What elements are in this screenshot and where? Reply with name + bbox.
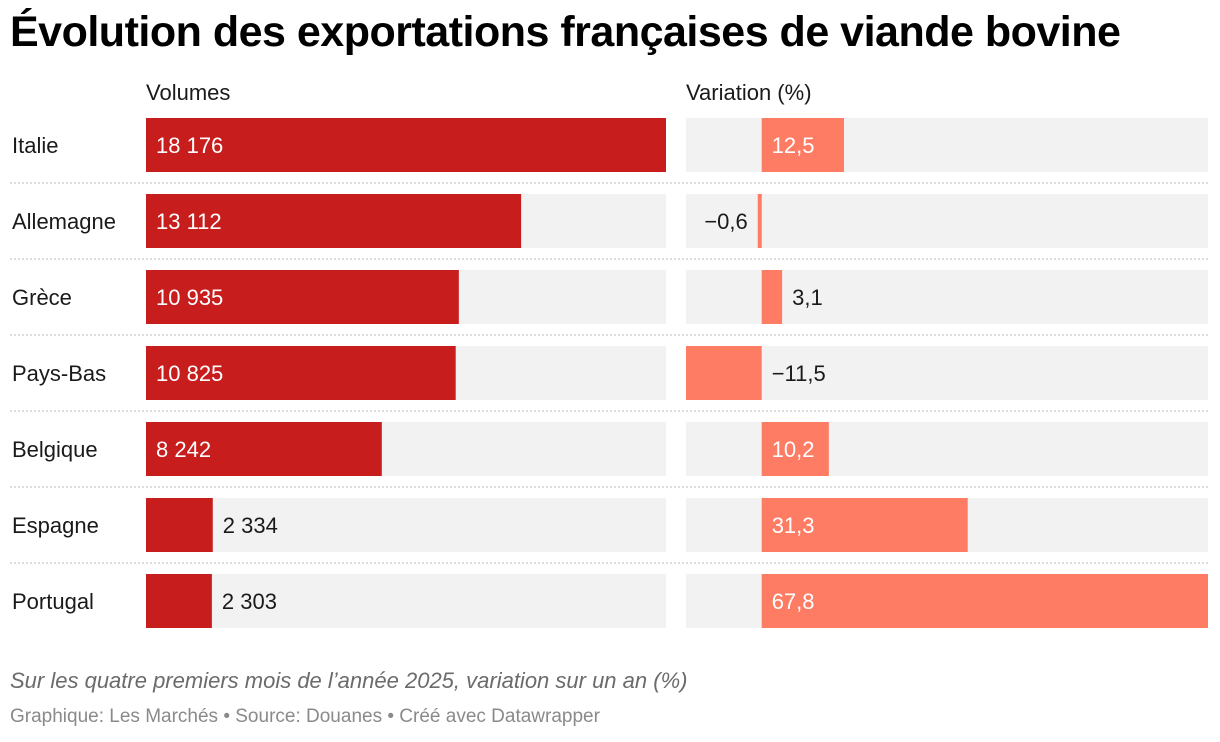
variation-bar-pays-bas: [686, 346, 762, 400]
variation-bar-italie: [761, 118, 844, 172]
variation-label-belgique: 10,2: [772, 437, 815, 462]
volume-label-belgique: 8 242: [156, 437, 211, 462]
volume-bar-italie: [146, 118, 666, 172]
variation-label-allemagne: −0,6: [704, 209, 747, 234]
category-label-grece: Grèce: [12, 285, 72, 310]
volume-track-portugal: [146, 574, 666, 628]
category-label-allemagne: Allemagne: [12, 209, 116, 234]
volume-track-espagne: [146, 498, 666, 552]
category-label-espagne: Espagne: [12, 513, 99, 538]
variation-track-allemagne: [686, 194, 1208, 248]
volume-bar-belgique: [146, 422, 382, 476]
chart-credits: Graphique: Les Marchés • Source: Douanes…: [10, 706, 600, 727]
volume-label-grece: 10 935: [156, 285, 223, 310]
volume-bar-espagne: [146, 498, 213, 552]
volume-label-italie: 18 176: [156, 133, 223, 158]
volume-label-pays-bas: 10 825: [156, 361, 223, 386]
variation-label-portugal: 67,8: [772, 589, 815, 614]
volume-label-portugal: 2 303: [222, 589, 277, 614]
variation-bar-portugal: [761, 574, 1208, 628]
category-label-italie: Italie: [12, 133, 58, 158]
variation-label-pays-bas: −11,5: [772, 361, 826, 386]
column-header-variation: Variation (%): [686, 80, 812, 105]
variation-bar-belgique: [761, 422, 829, 476]
column-header-volumes: Volumes: [146, 80, 231, 105]
volume-bar-allemagne: [146, 194, 522, 248]
volume-label-espagne: 2 334: [223, 513, 278, 538]
category-label-pays-bas: Pays-Bas: [12, 361, 106, 386]
chart-title: Évolution des exportations françaises de…: [10, 8, 1121, 56]
volume-bar-portugal: [146, 574, 212, 628]
chart-notes: Sur les quatre premiers mois de l’année …: [10, 668, 688, 693]
bar-chart: Italie 18 176 12,5 Allemagne 13 112 −0,6 Grèce…: [10, 118, 1210, 628]
category-label-portugal: Portugal: [12, 589, 94, 614]
variation-bar-espagne: [761, 498, 968, 552]
variation-label-grece: 3,1: [792, 285, 823, 310]
variation-track-pays-bas: [686, 346, 1208, 400]
variation-bar-allemagne: [757, 194, 762, 248]
volume-bar-grece: [146, 270, 459, 324]
volume-bar-pays-bas: [146, 346, 456, 400]
category-label-belgique: Belgique: [12, 437, 98, 462]
variation-bar-grece: [761, 270, 783, 324]
variation-label-italie: 12,5: [772, 133, 815, 158]
variation-label-espagne: 31,3: [772, 513, 815, 538]
volume-label-allemagne: 13 112: [156, 209, 222, 234]
